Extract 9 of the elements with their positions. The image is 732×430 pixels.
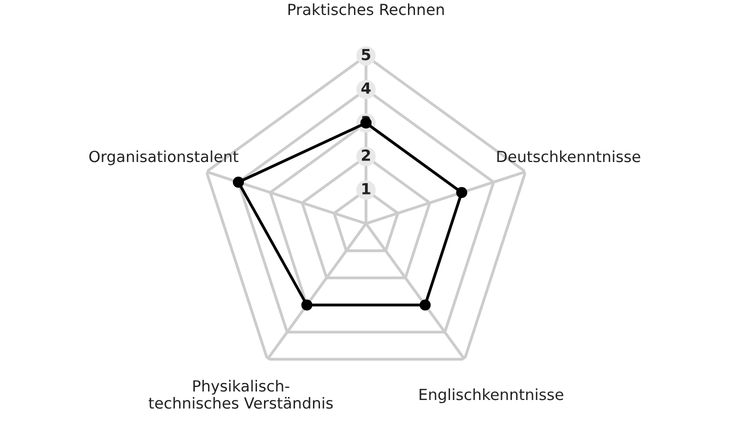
spoke-label: Englischkenntnisse bbox=[420, 388, 564, 404]
spoke-label: Organisationstalent bbox=[89, 150, 238, 166]
y-tick-label: 1 bbox=[362, 183, 370, 194]
spoke-label: Praktisches Rechnen bbox=[288, 3, 444, 16]
y-tick-label: 2 bbox=[362, 149, 370, 161]
y-tick-label: 4 bbox=[361, 82, 371, 94]
spoke-label: Deutschkenntnisse bbox=[497, 150, 640, 162]
spoke-label: Physikalisch- technisches Verständnis bbox=[148, 380, 333, 409]
y-tick-label: 5 bbox=[362, 48, 370, 60]
